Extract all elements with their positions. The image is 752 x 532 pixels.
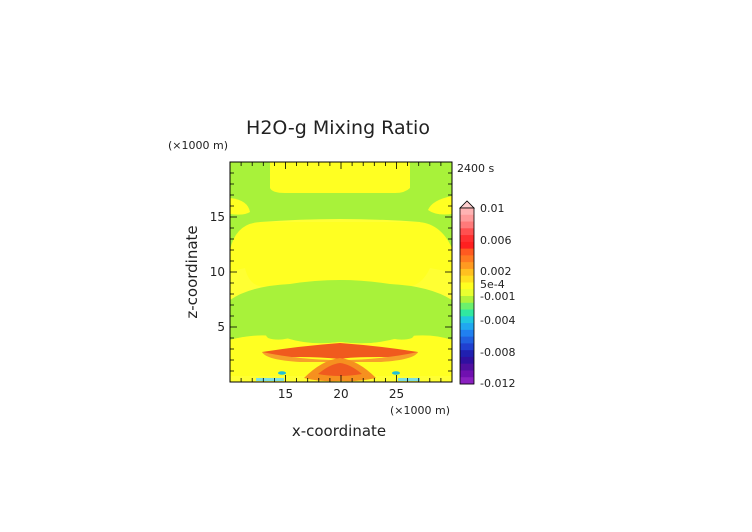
field-region-green-lobe-right bbox=[384, 328, 415, 340]
field-region-blue-spot-left bbox=[278, 371, 286, 375]
colorbar-segment bbox=[460, 289, 474, 297]
field-region-cyan-surface-left bbox=[256, 378, 284, 381]
field-region-blue-spot-right bbox=[392, 371, 400, 375]
colorbar-segment bbox=[460, 221, 474, 229]
colorbar-segment bbox=[460, 302, 474, 310]
colorbar-segment bbox=[460, 268, 474, 277]
colorbar-segment bbox=[460, 282, 474, 290]
colorbar-segment bbox=[460, 214, 474, 222]
chart-title: H2O-g Mixing Ratio bbox=[246, 117, 430, 139]
colorbar-segment bbox=[460, 255, 474, 263]
colorbar-label: 5e-4 bbox=[480, 278, 505, 291]
field-region-green-lobe-left bbox=[265, 328, 296, 340]
field-region-side-yellow-left bbox=[230, 198, 250, 215]
x-tick-label: 25 bbox=[389, 387, 404, 401]
time-label: 2400 s bbox=[457, 162, 494, 175]
y-axis-label: z-coordinate bbox=[183, 225, 201, 318]
field-region-middle-yellow bbox=[230, 222, 452, 287]
field-region-orange-edge bbox=[262, 352, 418, 362]
colorbar-segment bbox=[460, 323, 474, 331]
field-region-red-lens bbox=[262, 343, 418, 359]
colorbar-extend-triangle bbox=[459, 200, 475, 209]
colorbar-label: 0.002 bbox=[480, 265, 512, 278]
colorbar-label: -0.008 bbox=[480, 346, 515, 359]
x-axis-ticks: 15 20 25 bbox=[240, 162, 442, 401]
colorbar-segment bbox=[460, 228, 474, 236]
colorbar-segment bbox=[460, 343, 474, 351]
colorbar-segment bbox=[460, 350, 474, 358]
colorbar-frame bbox=[459, 207, 475, 385]
x-unit-label: (×1000 m) bbox=[390, 404, 450, 417]
colorbar-segment bbox=[460, 370, 474, 378]
colorbar-segment bbox=[460, 296, 474, 304]
colorbar-segment bbox=[460, 363, 474, 371]
colorbar-segment bbox=[460, 241, 474, 250]
colorbar-segment bbox=[460, 316, 474, 324]
colorbar-label: 0.01 bbox=[480, 202, 505, 215]
colorbar-segment bbox=[460, 336, 474, 344]
colorbar-segment bbox=[460, 275, 474, 283]
x-tick-label: 15 bbox=[278, 387, 293, 401]
field-region-cyan-surface-right bbox=[398, 378, 420, 381]
colorbar-segment bbox=[460, 262, 474, 270]
colorbar-segment bbox=[460, 377, 474, 385]
colorbar bbox=[459, 200, 475, 385]
colorbar-segment bbox=[460, 309, 474, 317]
colorbar-segment bbox=[460, 356, 474, 365]
colorbar-label: -0.012 bbox=[480, 377, 515, 390]
field-region-red-core bbox=[318, 363, 362, 376]
field-region-mid-green bbox=[230, 280, 452, 344]
colorbar-segment bbox=[460, 235, 474, 243]
colorbar-label: -0.001 bbox=[480, 290, 515, 303]
y-tick-label: 10 bbox=[210, 265, 225, 279]
field-region-side-yellow-right bbox=[428, 196, 452, 215]
colorbar-segment bbox=[460, 248, 474, 256]
y-unit-label: (×1000 m) bbox=[168, 139, 228, 152]
y-tick-label: 5 bbox=[217, 320, 225, 334]
x-axis-label: x-coordinate bbox=[292, 422, 386, 440]
colorbar-segment bbox=[460, 208, 474, 216]
plot-area bbox=[229, 161, 453, 383]
colorbar-segment bbox=[460, 329, 474, 338]
x-tick-label: 20 bbox=[333, 387, 348, 401]
colorbar-label: 0.006 bbox=[480, 234, 512, 247]
field-region-top-yellow bbox=[270, 162, 410, 193]
y-axis-ticks: 5 10 15 bbox=[210, 172, 452, 372]
colorbar-label: -0.004 bbox=[480, 314, 515, 327]
y-tick-label: 15 bbox=[210, 210, 225, 224]
